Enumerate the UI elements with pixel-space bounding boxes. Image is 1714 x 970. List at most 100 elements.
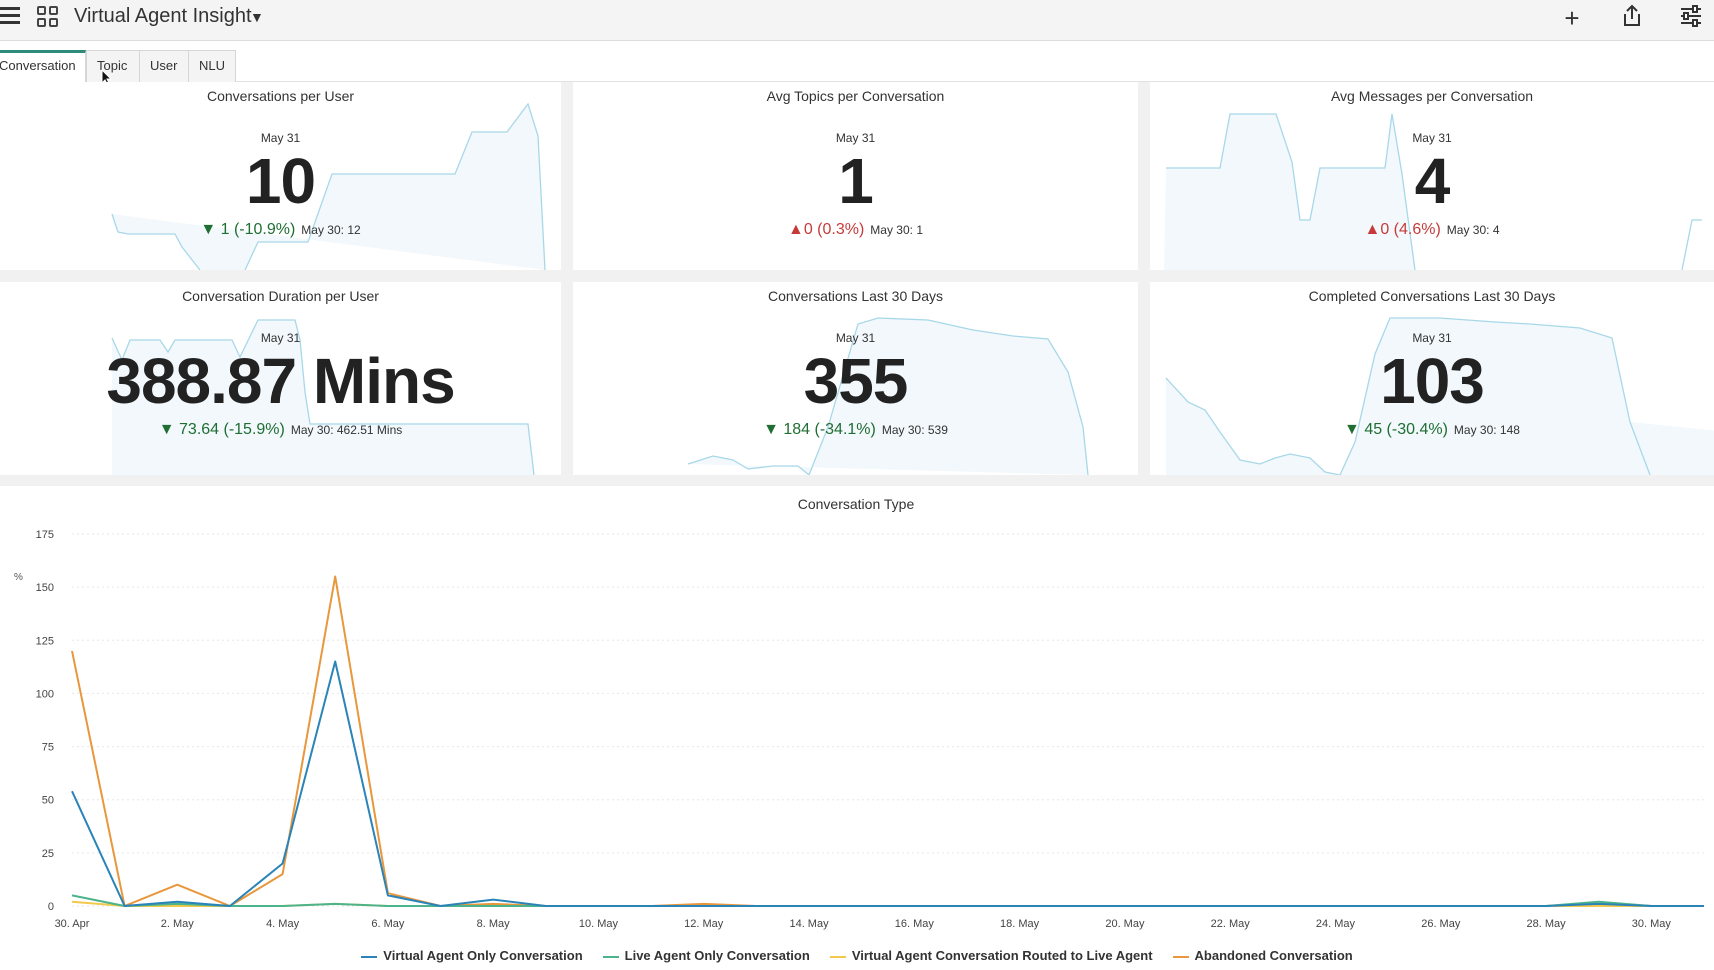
chevron-down-icon[interactable]: ▼ (250, 9, 264, 25)
legend-label: Virtual Agent Conversation Routed to Liv… (851, 948, 1153, 963)
y-tick-label: 50 (42, 795, 54, 807)
x-tick-label: 26. May (1421, 918, 1461, 930)
x-tick-label: 12. May (684, 918, 724, 930)
kpi-card-conversations-last-30[interactable]: Conversations Last 30 Days May 31 355 ▼ … (573, 282, 1138, 475)
triangle-up-icon: ▲ (787, 221, 804, 238)
series-line (71, 660, 1704, 907)
kpi-card-duration-per-user[interactable]: Conversation Duration per User May 31 38… (0, 282, 561, 475)
kpi-change: 0 (0.3%) (803, 221, 865, 238)
y-tick-label: 175 (36, 529, 54, 541)
kpi-previous: May 30: 539 (881, 423, 948, 437)
kpi-value: 10 (245, 145, 316, 217)
x-tick-label: 8. May (477, 918, 511, 930)
grid-icon[interactable] (37, 6, 59, 28)
legend-swatch (361, 955, 378, 958)
kpi-change: 45 (-30.4%) (1364, 421, 1448, 438)
legend-label: Live Agent Only Conversation (624, 948, 810, 963)
kpi-title: Conversation Duration per User (182, 288, 379, 304)
tab-nlu[interactable]: NLU (188, 50, 236, 82)
share-icon[interactable] (1618, 4, 1646, 32)
x-tick-label: 4. May (266, 918, 300, 930)
legend-item[interactable]: Abandoned Conversation (1172, 948, 1353, 963)
kpi-change: 184 (-34.1%) (783, 421, 876, 438)
triangle-down-icon: ▼ (1344, 421, 1365, 438)
triangle-down-icon: ▼ (158, 421, 180, 438)
kpi-value: 4 (1414, 145, 1451, 217)
kpi-date: May 31 (260, 331, 301, 345)
legend-item[interactable]: Live Agent Only Conversation (602, 948, 810, 963)
kpi-trend: ▲0 (4.6%) May 30: 4 (1150, 221, 1714, 239)
x-tick-label: 30. Apr (55, 918, 90, 930)
tab-topic[interactable]: Topic (86, 50, 140, 82)
kpi-title: Conversations per User (206, 88, 355, 104)
kpi-date: May 31 (1412, 331, 1452, 345)
kpi-title: Avg Messages per Conversation (1330, 88, 1534, 104)
y-tick-label: 125 (36, 635, 54, 647)
y-tick-label: 75 (42, 742, 54, 754)
legend-label: Abandoned Conversation (1194, 948, 1353, 963)
kpi-previous: May 30: 148 (1453, 423, 1520, 437)
legend-swatch (602, 955, 619, 958)
x-tick-label: 16. May (895, 918, 935, 930)
kpi-previous: May 30: 4 (1446, 223, 1500, 237)
y-axis-marker: % (14, 572, 23, 583)
conversation-type-chart[interactable]: Conversation Type % 0 25 50 75 100 125 150 175 30… (0, 486, 1714, 970)
legend-swatch (829, 955, 846, 958)
kpi-card-conversations-per-user[interactable]: Conversations per User May 31 10 ▼ 1 (-1… (0, 82, 561, 270)
x-tick-label: 20. May (1105, 918, 1145, 930)
sparkline (687, 317, 1089, 475)
kpi-value: 355 (803, 345, 909, 417)
x-tick-label: 28. May (1526, 918, 1566, 930)
kpi-value: 388.87 Mins (106, 345, 455, 417)
kpi-trend: ▲0 (0.3%) May 30: 1 (573, 221, 1138, 239)
sparkline (111, 319, 535, 475)
kpi-trend: ▼ 1 (-10.9%) May 30: 12 (0, 221, 561, 239)
tab-bar: Conversation Topic User NLU (0, 41, 1714, 87)
chart-title: Conversation Type (797, 496, 915, 512)
plus-icon[interactable]: + (1564, 3, 1580, 33)
triangle-up-icon: ▲ (1364, 221, 1381, 238)
x-tick-label: 30. May (1632, 918, 1672, 930)
kpi-change: 0 (4.6%) (1380, 221, 1441, 238)
kpi-date: May 31 (835, 331, 876, 345)
x-tick-label: 24. May (1316, 918, 1356, 930)
series-line (71, 575, 1704, 907)
kpi-trend: ▼ 45 (-30.4%) May 30: 148 (1150, 421, 1714, 439)
kpi-card-completed-last-30[interactable]: Completed Conversations Last 30 Days May… (1150, 282, 1714, 475)
x-tick-label: 18. May (1000, 918, 1040, 930)
tab-conversation[interactable]: Conversation (0, 50, 86, 82)
top-bar: Virtual Agent Insight ▼ + (0, 0, 1714, 41)
kpi-change: 73.64 (-15.9%) (179, 421, 285, 438)
y-tick-label: 25 (42, 848, 54, 860)
kpi-title: Conversations Last 30 Days (767, 288, 944, 304)
kpi-previous: May 30: 462.51 Mins (290, 423, 403, 437)
kpi-card-avg-messages[interactable]: Avg Messages per Conversation May 31 4 ▲… (1150, 82, 1714, 270)
kpi-date: May 31 (1412, 131, 1452, 145)
page-title: Virtual Agent Insight (74, 5, 252, 27)
line-chart-plot[interactable]: % 0 25 50 75 100 125 150 175 30. Apr 2. May 4. May 6… (0, 486, 1714, 946)
kpi-previous: May 30: 12 (301, 223, 361, 237)
tab-user[interactable]: User (139, 50, 189, 82)
x-tick-label: 22. May (1211, 918, 1251, 930)
legend-item[interactable]: Virtual Agent Conversation Routed to Liv… (829, 948, 1153, 963)
filter-settings-icon[interactable] (1677, 4, 1705, 32)
x-tick-label: 6. May (371, 918, 405, 930)
y-tick-label: 0 (48, 901, 54, 913)
y-tick-label: 150 (36, 582, 54, 594)
kpi-card-avg-topics[interactable]: Avg Topics per Conversation May 31 1 ▲0 … (573, 82, 1138, 270)
legend-swatch (1172, 955, 1189, 958)
hamburger-menu-icon[interactable] (0, 7, 22, 27)
triangle-down-icon: ▼ (200, 221, 221, 238)
kpi-trend: ▼ 73.64 (-15.9%) May 30: 462.51 Mins (0, 421, 561, 439)
legend-label: Virtual Agent Only Conversation (383, 948, 583, 963)
kpi-title: Completed Conversations Last 30 Days (1308, 288, 1556, 304)
sparkline (1165, 317, 1714, 475)
series-line (71, 894, 1704, 907)
kpi-previous: May 30: 1 (870, 223, 923, 237)
x-tick-label: 10. May (579, 918, 619, 930)
legend-item[interactable]: Virtual Agent Only Conversation (361, 948, 583, 963)
kpi-value: 103 (1380, 345, 1485, 417)
chart-legend: Virtual Agent Only Conversation Live Agen… (0, 948, 1714, 963)
kpi-date: May 31 (260, 131, 301, 145)
kpi-trend: ▼ 184 (-34.1%) May 30: 539 (573, 421, 1138, 439)
